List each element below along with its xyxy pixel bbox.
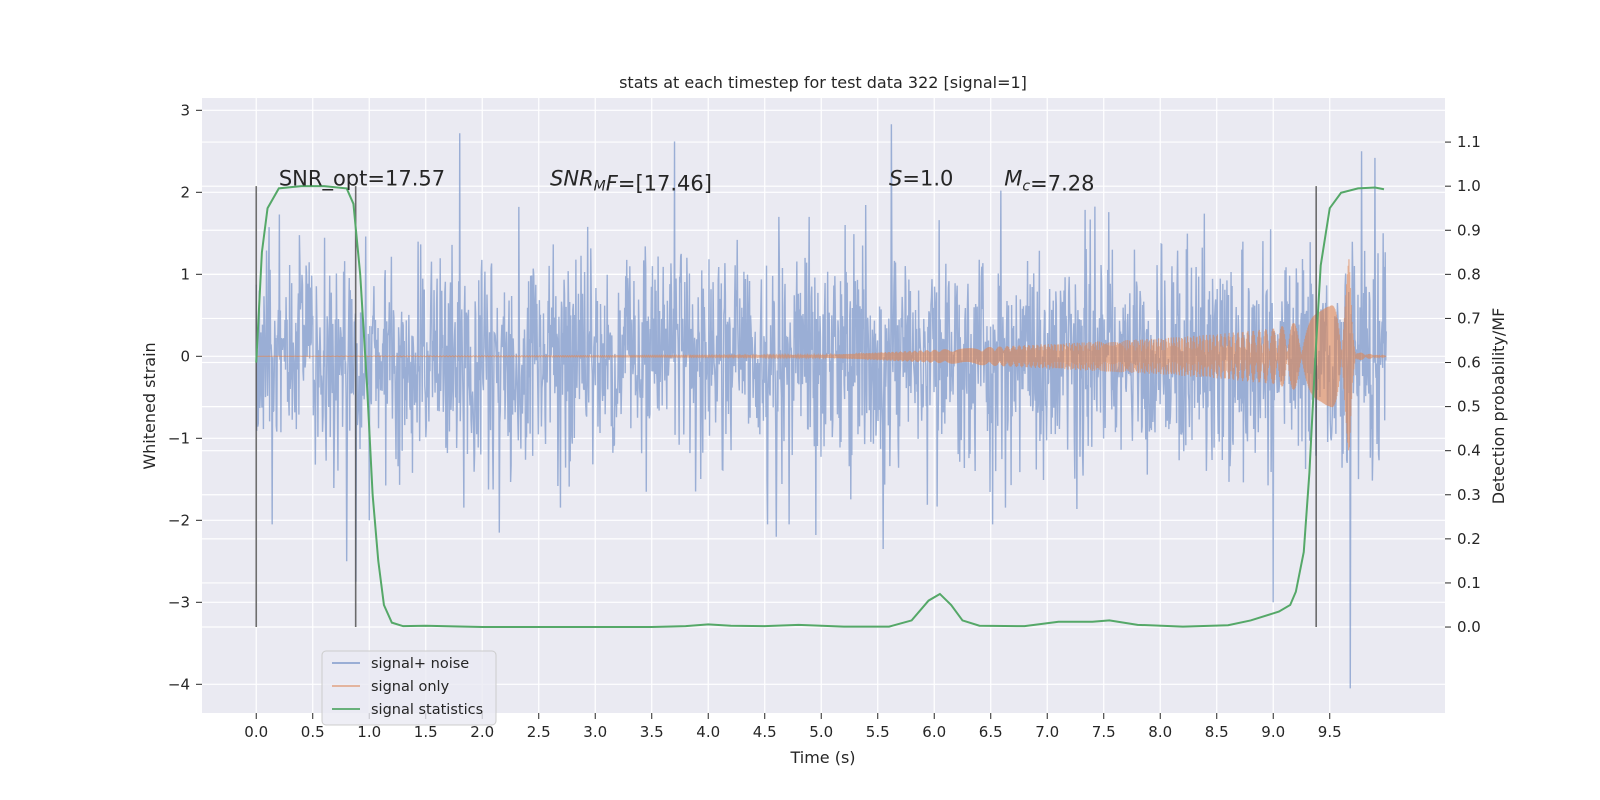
annotation-text: SNR_opt=17.57 [279, 167, 445, 192]
y2-tick-label: 0.5 [1457, 398, 1481, 416]
y2-tick-label: 0.1 [1457, 574, 1481, 592]
y2-tick-label: 0.3 [1457, 486, 1481, 504]
x-tick-label: 7.5 [1092, 723, 1116, 741]
x-tick-label: 0.0 [244, 723, 268, 741]
x-tick-label: 9.0 [1261, 723, 1285, 741]
y2-tick-label: 1.0 [1457, 177, 1481, 195]
y-tick-label: 2 [180, 183, 190, 201]
legend-label-signal: signal only [371, 679, 450, 695]
annotation-part: c [1022, 179, 1030, 195]
annotation-part: =[17.46] [618, 172, 712, 196]
x-axis-ticks: 0.0 0.5 1.0 1.5 2.0 2.5 3.0 3.5 4.0 4.5 5.0 5.5 6.0 6… [244, 713, 1342, 741]
y-tick-label: −1 [168, 429, 190, 447]
x-tick-label: 1.0 [357, 723, 381, 741]
x-tick-label: 4.5 [753, 723, 777, 741]
x-tick-label: 6.0 [922, 723, 946, 741]
signal-only-line [256, 259, 1387, 451]
x-tick-label: 3.5 [640, 723, 664, 741]
legend-label-noise: signal+ noise [371, 656, 469, 672]
series-signal-plus-noise [255, 124, 1387, 689]
y2-tick-label: 0.4 [1457, 442, 1481, 460]
x-tick-label: 6.5 [979, 723, 1003, 741]
y2-tick-label: 0.8 [1457, 265, 1481, 283]
x-tick-label: 2.5 [527, 723, 551, 741]
annotation-text: Mc=7.28 [1004, 167, 1094, 196]
annotation-text: S=1.0 [889, 167, 953, 191]
y-tick-label: 1 [180, 265, 190, 283]
annotation-text: SNRMF=[17.46] [550, 167, 712, 196]
y-axis-label: Whitened strain [140, 342, 159, 469]
y2-axis-ticks: 1.1 1.0 0.9 0.8 0.7 0.6 0.5 0.4 0.3 0.2 0.1 0.0 [1445, 133, 1481, 636]
annotation-part: M [594, 179, 606, 195]
y2-tick-label: 0.6 [1457, 354, 1481, 372]
legend-label-statistics: signal statistics [371, 702, 483, 718]
x-tick-label: 9.5 [1318, 723, 1342, 741]
y2-tick-label: 0.9 [1457, 221, 1481, 239]
x-tick-label: 7.0 [1035, 723, 1059, 741]
x-tick-label: 0.5 [301, 723, 325, 741]
annotation-part: SNR [550, 167, 594, 191]
y2-tick-label: 0.2 [1457, 530, 1481, 548]
annotation-part: =7.28 [1030, 172, 1094, 196]
annotation-part: F [606, 172, 619, 196]
chart-title: stats at each timestep for test data 322… [619, 73, 1027, 92]
legend: signal+ noise signal only signal statist… [321, 650, 497, 726]
y2-tick-label: 0.0 [1457, 618, 1481, 636]
x-tick-label: 2.0 [470, 723, 494, 741]
vertical-markers [255, 186, 1317, 628]
y-tick-label: 3 [180, 101, 190, 119]
y-tick-label: 0 [180, 347, 190, 365]
signal-plus-noise-line [255, 124, 1387, 689]
gridlines [202, 98, 1445, 713]
x-tick-label: 4.0 [696, 723, 720, 741]
signal-statistics-line [255, 185, 1385, 629]
annotations: SNR_opt=17.57 SNRMF=[17.46] S=1.0 Mc=7.28 [279, 167, 1095, 196]
annotation-part: S [889, 167, 902, 191]
x-tick-label: 1.5 [414, 723, 438, 741]
series-signal-only [256, 259, 1387, 451]
y2-tick-label: 0.7 [1457, 309, 1481, 327]
y-tick-label: −2 [168, 511, 190, 529]
y2-tick-label: 1.1 [1457, 133, 1481, 151]
y2-axis-label: Detection probability/MF [1489, 308, 1508, 505]
annotation-part: M [1004, 167, 1022, 191]
x-tick-label: 3.0 [583, 723, 607, 741]
x-axis-label: Time (s) [789, 748, 855, 767]
legend-box [321, 650, 497, 726]
x-tick-label: 8.5 [1205, 723, 1229, 741]
y-tick-label: −4 [168, 675, 190, 693]
x-tick-label: 5.5 [866, 723, 890, 741]
series-signal-statistics [255, 185, 1385, 629]
x-tick-label: 8.0 [1148, 723, 1172, 741]
y-tick-label: −3 [168, 593, 190, 611]
x-tick-label: 5.0 [809, 723, 833, 741]
annotation-part: SNR_opt=17.57 [279, 167, 445, 192]
annotation-part: =1.0 [902, 167, 953, 191]
y-axis-ticks: 3 2 1 0 −1 −2 −3 −4 [168, 101, 202, 693]
